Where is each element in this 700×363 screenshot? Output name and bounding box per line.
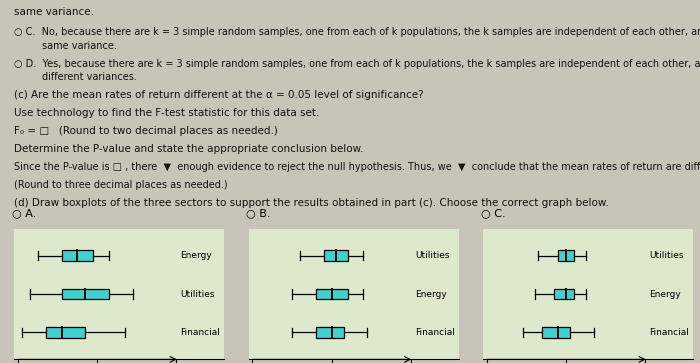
- Text: (c) Are the mean rates of return different at the α = 0.05 level of significance: (c) Are the mean rates of return differe…: [14, 90, 424, 100]
- Text: different variances.: different variances.: [42, 72, 137, 82]
- Text: Determine the P-value and state the appropriate conclusion below.: Determine the P-value and state the appr…: [14, 144, 363, 154]
- Text: Energy: Energy: [650, 290, 681, 298]
- Text: Financial: Financial: [415, 328, 455, 337]
- Text: Financial: Financial: [181, 328, 220, 337]
- Text: Energy: Energy: [181, 251, 212, 260]
- Text: Utilities: Utilities: [415, 251, 449, 260]
- FancyBboxPatch shape: [316, 327, 344, 338]
- Text: Energy: Energy: [415, 290, 447, 298]
- Text: same variance.: same variance.: [14, 7, 94, 17]
- FancyBboxPatch shape: [62, 289, 109, 299]
- Text: Financial: Financial: [650, 328, 690, 337]
- FancyBboxPatch shape: [46, 327, 85, 338]
- FancyBboxPatch shape: [62, 250, 93, 261]
- Text: same variance.: same variance.: [42, 41, 117, 50]
- Text: Utilities: Utilities: [650, 251, 684, 260]
- Text: ○ C.: ○ C.: [481, 208, 505, 218]
- Text: Utilities: Utilities: [181, 290, 215, 298]
- Text: (d) Draw boxplots of the three sectors to support the results obtained in part (: (d) Draw boxplots of the three sectors t…: [14, 198, 609, 208]
- Text: Use technology to find the F-test statistic for this data set.: Use technology to find the F-test statis…: [14, 108, 319, 118]
- Text: ○ C.  No, because there are k = 3 simple random samples, one from each of k popu: ○ C. No, because there are k = 3 simple …: [14, 27, 700, 37]
- FancyBboxPatch shape: [559, 250, 574, 261]
- FancyBboxPatch shape: [554, 289, 574, 299]
- Text: F₀ = □   (Round to two decimal places as needed.): F₀ = □ (Round to two decimal places as n…: [14, 126, 278, 136]
- FancyBboxPatch shape: [324, 250, 348, 261]
- FancyBboxPatch shape: [316, 289, 348, 299]
- Text: (Round to three decimal places as needed.): (Round to three decimal places as needed…: [14, 180, 228, 190]
- Text: ○ B.: ○ B.: [246, 208, 271, 218]
- Text: Since the P-value is □ , there  ▼  enough evidence to reject the null hypothesis: Since the P-value is □ , there ▼ enough …: [14, 162, 700, 172]
- FancyBboxPatch shape: [542, 327, 570, 338]
- Text: ○ A.: ○ A.: [12, 208, 36, 218]
- Text: ○ D.  Yes, because there are k = 3 simple random samples, one from each of k pop: ○ D. Yes, because there are k = 3 simple…: [14, 58, 700, 69]
